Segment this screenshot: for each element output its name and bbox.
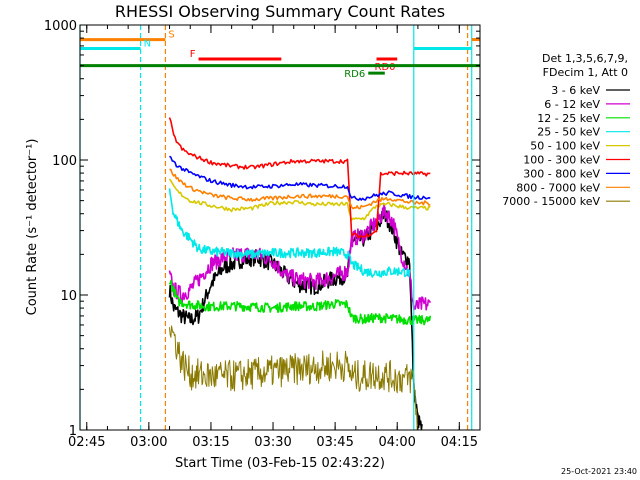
legend-label-8: 7000 - 15000 keV bbox=[502, 195, 600, 208]
flag-label-n: N bbox=[144, 38, 151, 49]
y-axis-label: Count Rate (s⁻¹ detector⁻¹) bbox=[25, 139, 40, 316]
series-line-6 bbox=[168, 155, 431, 201]
series-line-0 bbox=[168, 206, 423, 430]
x-tick-label-6: 04:15 bbox=[441, 435, 478, 450]
timestamp-label: 25-Oct-2021 23:40 bbox=[561, 467, 637, 476]
series-line-7 bbox=[169, 168, 431, 210]
legend-label-3: 25 - 50 keV bbox=[537, 126, 600, 139]
chart-title: RHESSI Observing Summary Count Rates bbox=[115, 2, 445, 21]
y-tick-label-0: 1 bbox=[69, 424, 77, 439]
series-line-8 bbox=[169, 325, 419, 430]
flag-bars-layer: S N F RD0 RD6 bbox=[79, 25, 480, 430]
legend-header-1: FDecim 1, Att 0 bbox=[543, 66, 628, 79]
legend-label-7: 800 - 7000 keV bbox=[516, 181, 600, 194]
legend-label-6: 300 - 800 keV bbox=[523, 167, 600, 180]
y-tick-label-1: 10 bbox=[60, 289, 77, 304]
x-tick-label-4: 03:45 bbox=[316, 435, 353, 450]
flag-label-s: S bbox=[168, 30, 174, 41]
flag-label-rd6: RD6 bbox=[344, 69, 365, 80]
series-line-2 bbox=[168, 280, 432, 326]
series-layer bbox=[168, 117, 432, 430]
series-line-3 bbox=[168, 188, 411, 278]
axes-layer: 02:45 03:00 03:15 03:30 03:45 04:00 04:15 1 10 10… bbox=[44, 19, 481, 450]
x-tick-label-5: 04:00 bbox=[378, 435, 415, 450]
legend-label-2: 12 - 25 keV bbox=[537, 112, 600, 125]
legend-label-1: 6 - 12 keV bbox=[544, 98, 600, 111]
plot-frame bbox=[79, 24, 481, 431]
legend-label-5: 100 - 300 keV bbox=[523, 154, 600, 167]
series-line-4 bbox=[168, 178, 431, 221]
x-tick-label-2: 03:15 bbox=[192, 435, 229, 450]
flag-label-rd0: RD0 bbox=[375, 62, 396, 73]
y-tick-label-2: 100 bbox=[52, 154, 77, 169]
x-tick-label-3: 03:30 bbox=[254, 435, 291, 450]
legend-label-0: 3 - 6 keV bbox=[551, 84, 600, 97]
flag-label-f: F bbox=[190, 49, 196, 60]
series-line-5 bbox=[168, 117, 431, 239]
series-line-1 bbox=[168, 202, 432, 311]
legend: Det 1,3,5,6,7,9,FDecim 1, Att 0 3 - 6 keV… bbox=[502, 52, 630, 208]
legend-header-0: Det 1,3,5,6,7,9, bbox=[542, 52, 628, 65]
x-tick-label-0: 02:45 bbox=[68, 435, 105, 450]
legend-label-4: 50 - 100 keV bbox=[530, 140, 600, 153]
y-tick-label-3: 1000 bbox=[44, 19, 77, 34]
x-tick-label-1: 03:00 bbox=[130, 435, 167, 450]
x-axis-label: Start Time (03-Feb-15 02:43:22) bbox=[175, 456, 385, 471]
